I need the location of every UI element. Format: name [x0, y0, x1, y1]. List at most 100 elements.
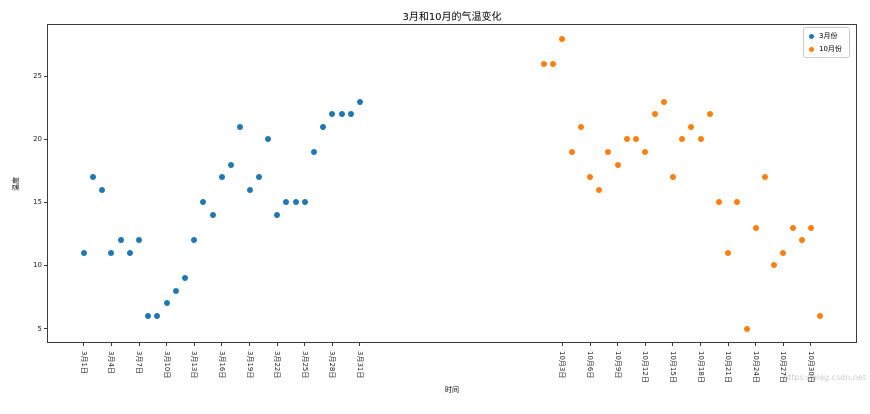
x-tick-mark — [276, 343, 278, 346]
data-point — [679, 136, 686, 143]
data-point — [292, 199, 299, 206]
data-point — [633, 136, 640, 143]
data-point — [255, 174, 262, 181]
data-point — [605, 148, 612, 155]
x-tick-mark — [249, 343, 250, 346]
watermark: https://blog.csdn.net — [783, 373, 866, 382]
data-point — [798, 237, 805, 244]
data-point — [761, 174, 768, 181]
x-tick-label: 10月21日 — [724, 351, 733, 383]
legend-marker-icon — [809, 33, 814, 39]
data-point — [568, 148, 575, 155]
legend-item: 10月份 — [809, 44, 842, 54]
data-point — [154, 312, 161, 319]
legend-label: 10月份 — [819, 45, 842, 53]
x-tick-label: 10月12日 — [641, 351, 650, 383]
x-tick-label: 3月1日 — [79, 351, 88, 374]
x-tick-mark — [727, 343, 729, 346]
data-point — [541, 60, 548, 67]
data-point — [642, 148, 649, 155]
x-tick-label: 10月6日 — [586, 351, 595, 379]
y-tick-label: 10 — [33, 261, 42, 270]
data-point — [200, 199, 207, 206]
x-tick-mark — [110, 343, 112, 346]
y-axis-label: 温度 — [12, 176, 20, 191]
x-tick-label: 3月25日 — [300, 351, 309, 379]
x-tick-mark — [166, 343, 168, 346]
x-tick-mark — [755, 343, 757, 346]
data-point — [669, 174, 676, 181]
data-point — [347, 111, 354, 118]
y-tick-mark — [44, 138, 47, 140]
data-point — [577, 123, 584, 130]
x-tick-mark — [672, 343, 674, 346]
x-tick-label: 3月7日 — [135, 351, 144, 374]
x-tick-label: 3月22日 — [273, 351, 282, 379]
x-tick-mark — [138, 343, 140, 346]
x-tick-label: 10月15日 — [668, 351, 677, 383]
y-tick-mark — [44, 201, 47, 203]
data-point — [301, 199, 308, 206]
data-point — [90, 174, 97, 181]
legend: 3月份 10月份 — [803, 27, 850, 58]
data-point — [228, 161, 235, 168]
data-point — [614, 161, 621, 168]
data-point — [623, 136, 630, 143]
data-point — [209, 212, 216, 219]
data-point — [99, 186, 106, 193]
data-point — [660, 98, 667, 105]
data-point — [283, 199, 290, 206]
x-tick-mark — [359, 343, 361, 346]
x-tick-label: 10月9日 — [613, 351, 622, 379]
data-point — [126, 249, 133, 256]
data-point — [734, 199, 741, 206]
data-point — [136, 237, 143, 244]
y-tick-mark — [44, 264, 47, 266]
data-point — [780, 249, 787, 256]
x-tick-label: 3月31日 — [355, 351, 364, 379]
data-point — [559, 35, 566, 42]
x-tick-label: 3月19日 — [245, 351, 254, 379]
x-tick-mark — [331, 343, 333, 346]
x-tick-label: 10月18日 — [696, 351, 705, 383]
data-point — [163, 300, 170, 307]
data-point — [218, 174, 225, 181]
data-point — [725, 249, 732, 256]
data-point — [651, 111, 658, 118]
x-tick-mark — [617, 343, 619, 346]
legend-marker-icon — [809, 46, 814, 52]
x-tick-label: 3月28日 — [328, 351, 337, 379]
data-point — [550, 60, 557, 67]
data-point — [117, 237, 124, 244]
y-tick-label: 5 — [37, 324, 42, 333]
data-point — [182, 275, 189, 282]
data-point — [108, 249, 115, 256]
data-point — [80, 249, 87, 256]
x-tick-label: 3月10日 — [162, 351, 171, 379]
x-tick-mark — [589, 343, 591, 346]
data-point — [752, 224, 759, 231]
data-point — [817, 312, 824, 319]
x-tick-label: 3月13日 — [190, 351, 199, 379]
x-tick-mark — [700, 343, 702, 346]
x-tick-label: 10月3日 — [558, 351, 567, 379]
x-tick-mark — [644, 343, 646, 346]
x-tick-label: 10月24日 — [751, 351, 760, 383]
data-point — [264, 136, 271, 143]
data-point — [807, 224, 814, 231]
data-point — [697, 136, 704, 143]
plot-area — [47, 24, 857, 343]
data-point — [771, 262, 778, 269]
x-tick-label: 3月4日 — [107, 351, 116, 374]
chart-title: 3月和10月的气温变化 — [402, 12, 502, 23]
x-tick-label: 3月16日 — [217, 351, 226, 379]
data-point — [356, 98, 363, 105]
data-point — [246, 186, 253, 193]
y-tick-label: 20 — [33, 135, 42, 144]
x-tick-mark — [810, 343, 812, 346]
x-tick-mark — [304, 343, 306, 346]
data-point — [715, 199, 722, 206]
x-tick-mark — [782, 343, 784, 346]
legend-item: 3月份 — [809, 31, 842, 41]
